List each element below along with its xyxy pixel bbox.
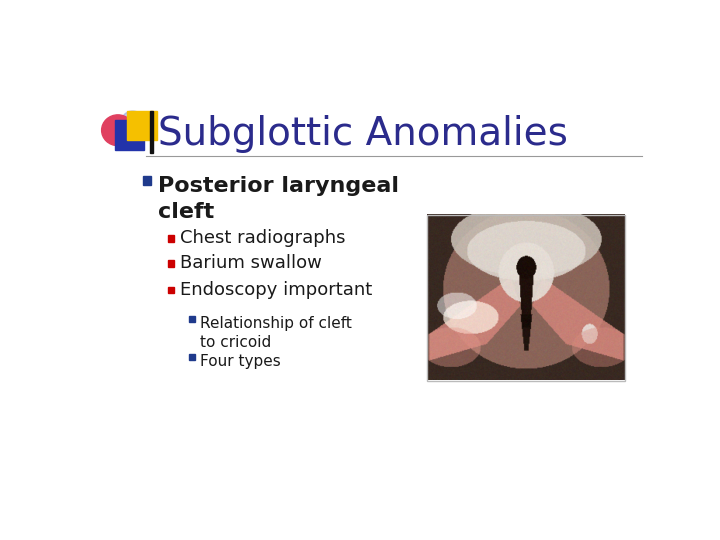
Text: Subglottic Anomalies: Subglottic Anomalies — [158, 115, 568, 153]
Ellipse shape — [102, 115, 134, 146]
Bar — [114, 120, 144, 150]
Text: Endoscopy important: Endoscopy important — [180, 281, 372, 299]
Bar — [127, 111, 157, 140]
Bar — [150, 111, 153, 153]
Bar — [168, 235, 174, 242]
Ellipse shape — [121, 111, 144, 134]
Text: Four types: Four types — [200, 354, 281, 369]
Bar — [189, 354, 195, 361]
Text: Chest radiographs: Chest radiographs — [180, 229, 346, 247]
Text: Relationship of cleft
to cricoid: Relationship of cleft to cricoid — [200, 316, 352, 350]
Bar — [168, 287, 174, 294]
Text: Barium swallow: Barium swallow — [180, 254, 322, 273]
Bar — [143, 177, 151, 185]
Bar — [168, 260, 174, 267]
Bar — [427, 215, 625, 381]
Bar — [189, 316, 195, 322]
Text: Posterior laryngeal
cleft: Posterior laryngeal cleft — [158, 177, 399, 222]
